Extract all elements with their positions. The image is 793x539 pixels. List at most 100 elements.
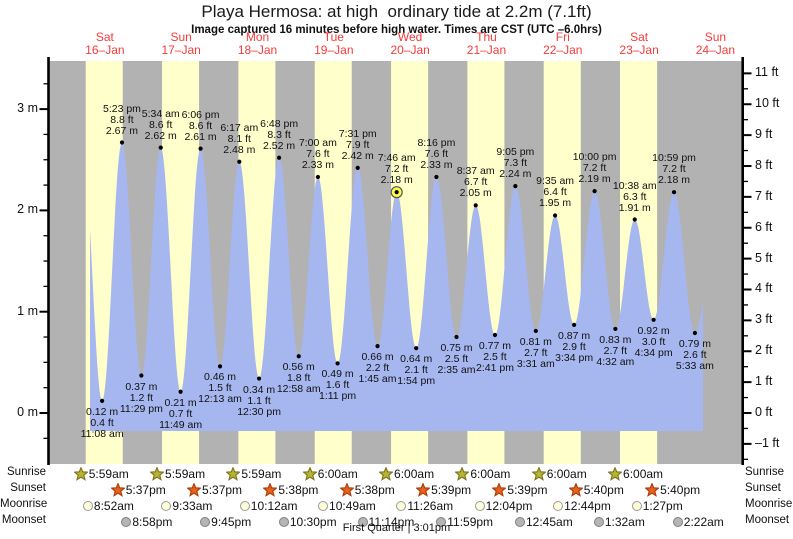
y-axis-right-tick-label: 10 ft (755, 96, 780, 111)
low-tide-dot (572, 322, 577, 327)
sunrise-entry: 5:59am (226, 466, 281, 481)
moonset-entry: 11:59pm (436, 514, 493, 529)
sunrise-time: 6:00am (317, 466, 358, 481)
high-tide-label: 10:59 pm 7.2 ft 2.18 m (652, 152, 696, 187)
high-tide-dot (592, 189, 597, 194)
high-tide-label: 10:38 am 6.3 ft 1.91 m (612, 179, 657, 214)
moonset-icon (357, 516, 368, 527)
y-axis-left-tick-label: 2 m (17, 202, 38, 217)
moonrise-entry: 1:27pm (631, 498, 683, 513)
high-tide-label: 9:35 am 6.4 ft 1.95 m (536, 175, 575, 210)
sunset-star-icon (263, 482, 278, 497)
moonrise-entry: 10:49am (318, 498, 376, 513)
y-axis-right-tick-label: –1 ft (755, 435, 780, 450)
sunrise-entry: 6:00am (379, 466, 434, 481)
low-tide-label: 0.81 m 2.7 ft 3:31 am (516, 335, 555, 370)
moonrise-entry: 11:26am (396, 498, 453, 513)
sunrise-row-label-right: Sunrise (745, 466, 784, 478)
high-tide-label: 7:46 am 7.2 ft 2.18 m (377, 152, 416, 187)
moonrise-entry: 10:12am (239, 498, 297, 513)
low-tide-dot (414, 346, 419, 351)
moonset-row-label-right: Moonset (745, 514, 790, 526)
high-tide-label: 5:34 am 8.6 ft 2.62 m (141, 107, 180, 142)
high-tide-label: 6:48 pm 8.3 ft 2.52 m (260, 117, 299, 152)
low-tide-label: 0.46 m 1.5 ft 12:13 am (198, 371, 242, 406)
sunset-star-icon (110, 482, 125, 497)
high-tide-dot (434, 174, 439, 180)
sunset-row-label-right: Sunset (745, 482, 781, 494)
sunset-entry: 5:38pm (339, 482, 395, 497)
y-axis-right-tick-label: 7 ft (755, 188, 773, 203)
moonset-icon (672, 516, 683, 527)
low-tide-label: 0.75 m 2.5 ft 2:35 am (437, 342, 476, 377)
sunrise-star-icon (302, 466, 317, 481)
high-tide-label: 8:37 am 6.7 ft 2.05 m (456, 165, 495, 200)
y-axis-right-tick-label: 3 ft (755, 312, 773, 327)
low-tide-label: 0.64 m 2.1 ft 1:54 pm (397, 353, 436, 388)
y-axis-left-tick-label: 0 m (17, 405, 38, 419)
moonrise-time: 8:52am (93, 498, 134, 513)
sunrise-time: 6:00am (546, 466, 587, 481)
low-tide-label: 0.49 m 1.6 ft 1:11 pm (318, 368, 357, 403)
low-tide-dot (139, 373, 144, 378)
sunset-time: 5:38pm (354, 482, 395, 497)
day-label: Tue 19–Jan (314, 30, 354, 57)
high-tide-dot (158, 145, 163, 150)
low-tide-dot (692, 330, 698, 336)
day-label: Mon 18–Jan (237, 30, 278, 57)
moonset-icon (515, 516, 525, 527)
moonrise-time: 11:26am (407, 498, 454, 513)
moonset-time: 8:58pm (132, 514, 173, 529)
low-tide-label: 0.21 m 0.7 ft 11:49 am (159, 396, 203, 431)
moonset-icon (278, 516, 289, 527)
moonset-entry: 11:14pm (357, 514, 415, 529)
high-tide-label: 5:23 pm 8.8 ft 2.67 m (102, 102, 141, 137)
low-tide-dot (256, 376, 262, 381)
high-tide-label: 10:00 pm 7.2 ft 2.19 m (572, 151, 617, 186)
sunset-row-label-left: Sunset (10, 482, 46, 494)
y-axis-right-tick-label: 8 ft (755, 157, 773, 172)
moonset-time: 11:14pm (368, 514, 415, 529)
sunrise-entry: 6:00am (608, 466, 663, 481)
sunrise-star-icon (608, 466, 623, 481)
high-tide-dot (315, 174, 321, 180)
moonset-entry: 12:45am (515, 514, 573, 529)
moonset-time: 1:32am (604, 514, 645, 529)
sunrise-star-icon (379, 466, 394, 481)
low-tide-dot (454, 334, 459, 340)
sunrise-time: 5:59am (88, 466, 129, 481)
y-axis-right-tick-label: 1 ft (755, 374, 773, 389)
moonset-time: 10:30pm (289, 514, 337, 529)
high-tide-label: 7:31 pm 7.9 ft 2.42 m (338, 127, 377, 162)
sunset-time: 5:39pm (431, 482, 472, 497)
moonrise-entry: 8:52am (82, 498, 134, 513)
day-label: Fri 22–Jan (543, 30, 583, 57)
moonrise-entry: 12:44pm (553, 498, 611, 513)
low-tide-dot (217, 364, 223, 369)
low-tide-label: 0.12 m 0.4 ft 11:08 am (80, 405, 124, 440)
moonset-row-label-left: Moonset (1, 514, 46, 526)
sunset-time: 5:39pm (507, 482, 548, 497)
high-tide-dot (237, 159, 242, 164)
moonset-time: 2:22am (683, 514, 724, 529)
moonrise-icon (318, 500, 329, 511)
sunset-entry: 5:37pm (110, 482, 166, 497)
y-axis-right-tick-label: 9 ft (755, 127, 773, 142)
day-label: Thu 21–Jan (466, 30, 507, 57)
moonrise-entry: 9:33am (161, 498, 212, 513)
low-tide-label: 0.34 m 1.1 ft 12:30 pm (237, 383, 281, 418)
moonset-entry: 10:30pm (278, 514, 337, 529)
y-axis-right-tick-label: 5 ft (755, 250, 773, 265)
y-axis-left-tick-label: 3 m (17, 101, 38, 116)
sunrise-star-icon (455, 466, 470, 481)
moonset-icon (436, 516, 447, 527)
moon-phase-text: First Quarter | 3:01pm (342, 522, 451, 534)
sunrise-entry: 5:59am (150, 466, 205, 481)
y-axis-right-tick-label: 0 ft (755, 405, 773, 419)
sunrise-row-label-left: Sunrise (7, 466, 46, 478)
day-label: Wed 20–Jan (390, 30, 430, 57)
high-tide-dot (277, 155, 282, 160)
y-axis-left-tick-label: 1 m (17, 303, 38, 318)
